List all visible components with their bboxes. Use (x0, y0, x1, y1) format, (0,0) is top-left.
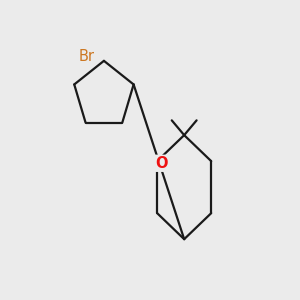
Text: O: O (155, 156, 167, 171)
Text: Br: Br (79, 49, 95, 64)
